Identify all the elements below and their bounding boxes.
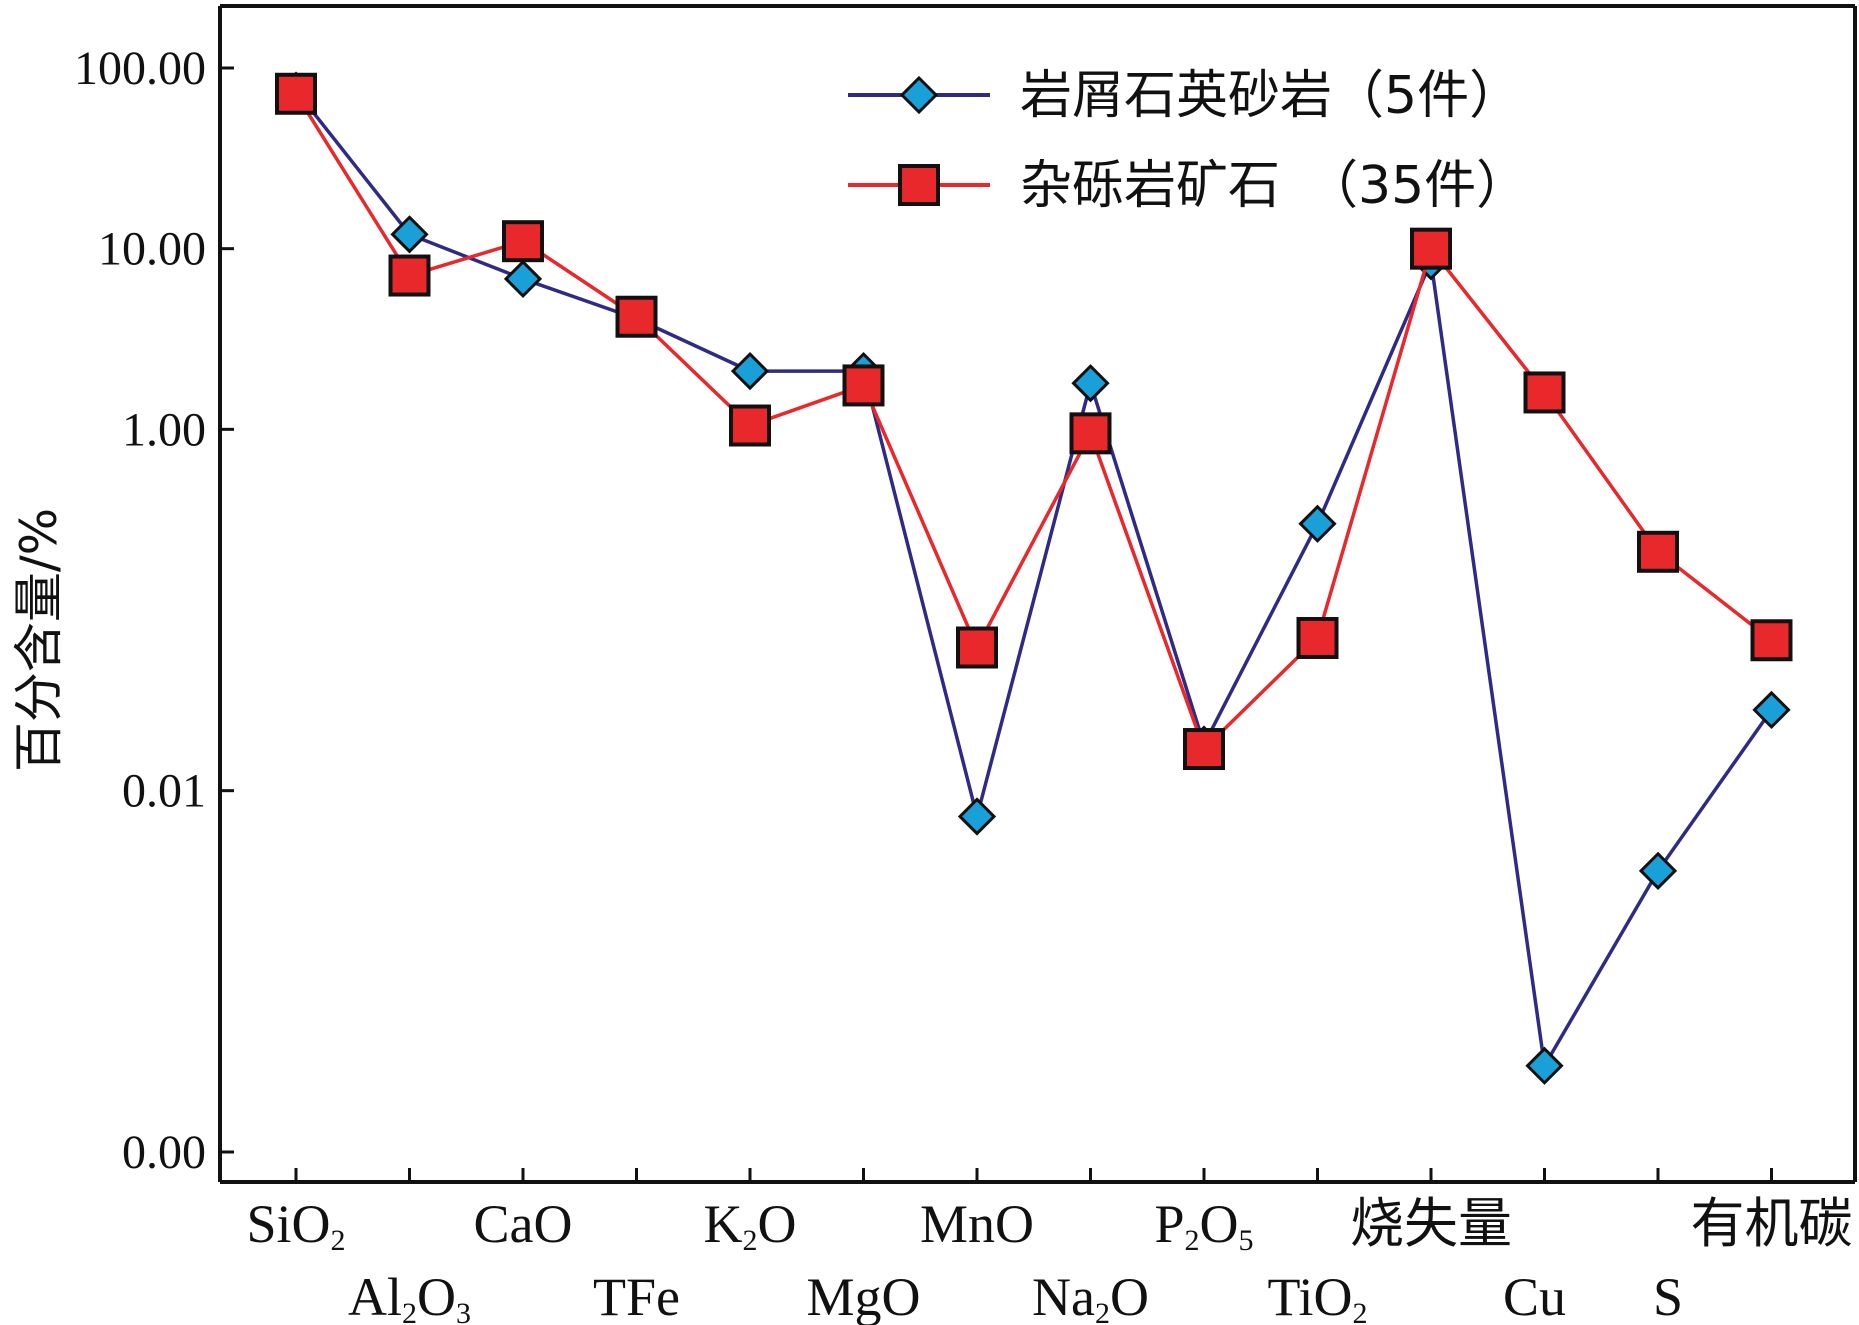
x-category-label: K2O (704, 1194, 797, 1257)
x-category-label: TiO2 (1267, 1267, 1367, 1325)
data-point (1523, 371, 1566, 414)
y-tick-label: 0.00 (122, 1126, 206, 1179)
x-category-label: TFe (593, 1267, 680, 1325)
data-point (1069, 412, 1112, 455)
y-axis-ticks: 100.00 10.00 1.00 0.01 0.00 (74, 42, 234, 1179)
data-point (388, 254, 431, 297)
y-tick-label: 0.01 (122, 765, 206, 818)
x-category-label: Al2O3 (348, 1267, 471, 1325)
x-category-label: S (1653, 1267, 1683, 1325)
data-point (1637, 530, 1679, 573)
legend: 岩屑石英砂岩（5件） 杂砾岩矿石 （35件） (848, 66, 1528, 216)
series-layer (275, 71, 1793, 1085)
data-point (957, 797, 997, 836)
data-point (502, 220, 544, 263)
data-point (615, 295, 658, 338)
x-category-label: 有机碳 (1691, 1194, 1853, 1254)
x-category-label: P2O5 (1154, 1194, 1253, 1257)
data-point (1296, 616, 1339, 659)
legend-marker (898, 164, 940, 206)
data-point (729, 404, 771, 447)
data-point (1638, 851, 1678, 890)
data-point (390, 215, 429, 254)
y-tick-label: 1.00 (122, 403, 206, 456)
y-tick-label: 100.00 (74, 42, 206, 95)
data-point (1525, 1046, 1564, 1085)
x-category-label: CaO (474, 1194, 573, 1254)
data-point (503, 259, 543, 299)
data-point (1410, 227, 1452, 270)
data-point (842, 364, 885, 407)
data-point (1298, 504, 1337, 543)
series-line (294, 89, 1773, 1068)
x-category-label: MgO (806, 1267, 920, 1325)
data-point (1752, 690, 1791, 730)
y-tick-label: 10.00 (98, 223, 206, 276)
data-point (1071, 364, 1110, 403)
x-category-label: SiO2 (246, 1194, 345, 1257)
legend-label: 杂砾岩矿石 （35件） (1020, 156, 1528, 216)
data-point (730, 351, 770, 391)
x-category-label: Cu (1503, 1267, 1566, 1325)
data-point (275, 72, 317, 115)
legend-marker (899, 75, 939, 115)
data-point (1750, 619, 1793, 662)
axes (218, 4, 1857, 1184)
x-category-label: MnO (920, 1194, 1034, 1254)
legend-label: 岩屑石英砂岩（5件） (1020, 66, 1521, 126)
x-category-label: Na2O (1032, 1267, 1149, 1325)
data-point (1183, 728, 1225, 771)
x-category-label: 烧失量 (1350, 1194, 1512, 1254)
series-2 (275, 72, 1793, 771)
y-axis-title: 百分含量/% (10, 508, 68, 772)
data-point (956, 626, 998, 669)
